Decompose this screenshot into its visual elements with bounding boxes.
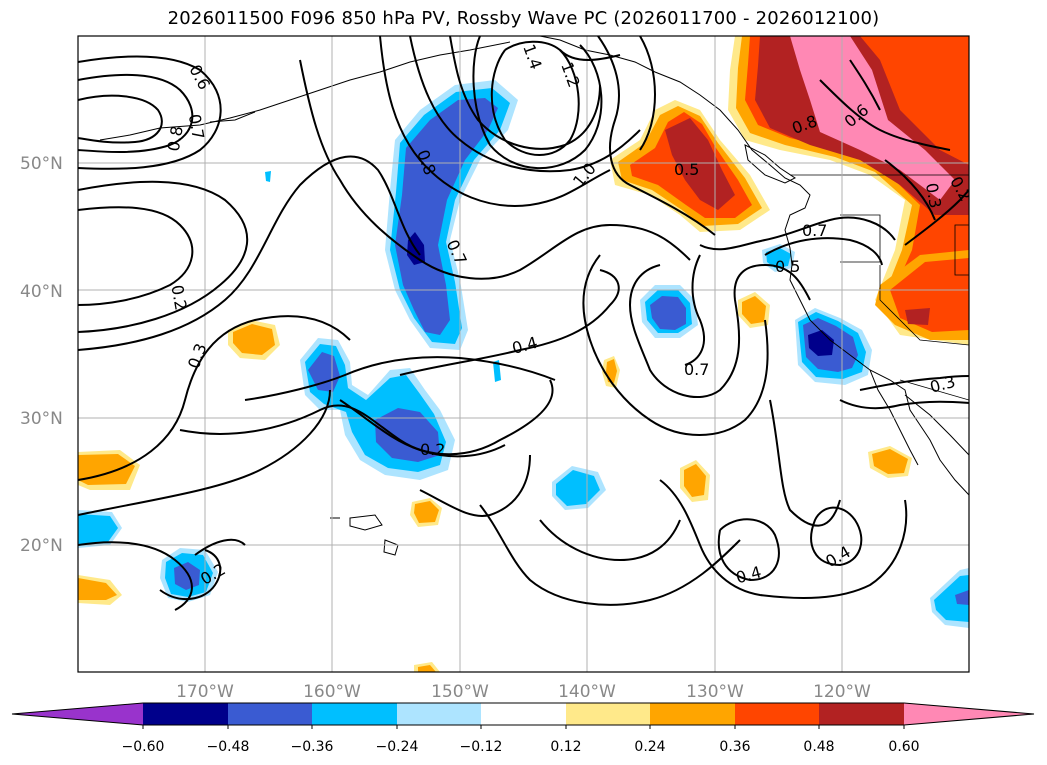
negative-anomaly-others xyxy=(78,171,969,628)
colorbar-tick-label: 0.24 xyxy=(634,739,665,755)
lon-label-150w: 150°W xyxy=(431,682,489,702)
colorbar-tick-label: 0.12 xyxy=(550,739,581,755)
lon-label-120w: 120°W xyxy=(813,682,871,702)
positive-anomaly-northeast xyxy=(728,36,969,345)
colorbar-extend-low xyxy=(12,703,143,725)
lat-label-20n: 20°N xyxy=(20,536,63,556)
colorbar-tick-label: 0.60 xyxy=(888,739,919,755)
colorbar-tick-label: −0.48 xyxy=(207,739,250,755)
colorbar-bin xyxy=(481,703,566,725)
small-positive-anomalies xyxy=(78,292,912,672)
contour-label: 0.2 xyxy=(420,440,445,459)
colorbar-bin xyxy=(143,703,228,725)
colorbar-bin xyxy=(228,703,312,725)
latitude-labels: 50°N 40°N 30°N 20°N xyxy=(20,154,63,556)
lon-label-170w: 170°W xyxy=(176,682,234,702)
map-content: 0.6 0.7 0.8 1.4 1.2 1.0 0.8 0.7 0.5 0.8 … xyxy=(78,36,969,672)
longitude-labels: 170°W 160°W 150°W 140°W 130°W 120°W xyxy=(176,682,871,702)
colorbar-tick-label: 0.36 xyxy=(719,739,750,755)
contour-label: 0.7 xyxy=(802,221,827,240)
map-frame xyxy=(77,35,970,673)
positive-anomaly-bc xyxy=(610,100,770,232)
lon-label-140w: 140°W xyxy=(558,682,616,702)
lat-label-50n: 50°N xyxy=(20,154,63,174)
colorbar-bin xyxy=(735,703,819,725)
contour-label: 0.5 xyxy=(674,160,699,179)
colorbar-tick-label: −0.12 xyxy=(460,739,503,755)
lon-label-160w: 160°W xyxy=(303,682,361,702)
colorbar-tick-label: 0.48 xyxy=(803,739,834,755)
colorbar-bin xyxy=(566,703,650,725)
colorbar-tick-label: −0.24 xyxy=(376,739,419,755)
colorbar-tick-label: −0.60 xyxy=(122,739,165,755)
colorbar-bin xyxy=(312,703,397,725)
colorbar: −0.60 −0.48 −0.36 −0.24 −0.12 0.12 0.24 … xyxy=(11,702,1035,755)
map-title: 2026011500 F096 850 hPa PV, Rossby Wave … xyxy=(167,8,880,29)
contour-label: 0.7 xyxy=(185,113,208,141)
contour-label: 0.7 xyxy=(684,360,709,379)
colorbar-bin xyxy=(819,703,904,725)
contour-label: 0.3 xyxy=(922,181,945,209)
colorbar-tick-label: −0.36 xyxy=(291,739,334,755)
negative-anomaly-central xyxy=(385,80,518,350)
contour-label: 0.8 xyxy=(164,124,187,152)
lat-label-40n: 40°N xyxy=(20,282,63,302)
colorbar-bin xyxy=(397,703,481,725)
lat-label-30n: 30°N xyxy=(20,409,63,429)
pv-contours xyxy=(78,36,969,611)
lon-label-130w: 130°W xyxy=(686,682,744,702)
contour-label: 0.5 xyxy=(775,257,800,276)
colorbar-bin xyxy=(650,703,735,725)
graticule xyxy=(78,36,969,672)
colorbar-extend-high xyxy=(904,703,1034,725)
contour-label: 0.2 xyxy=(167,283,190,311)
